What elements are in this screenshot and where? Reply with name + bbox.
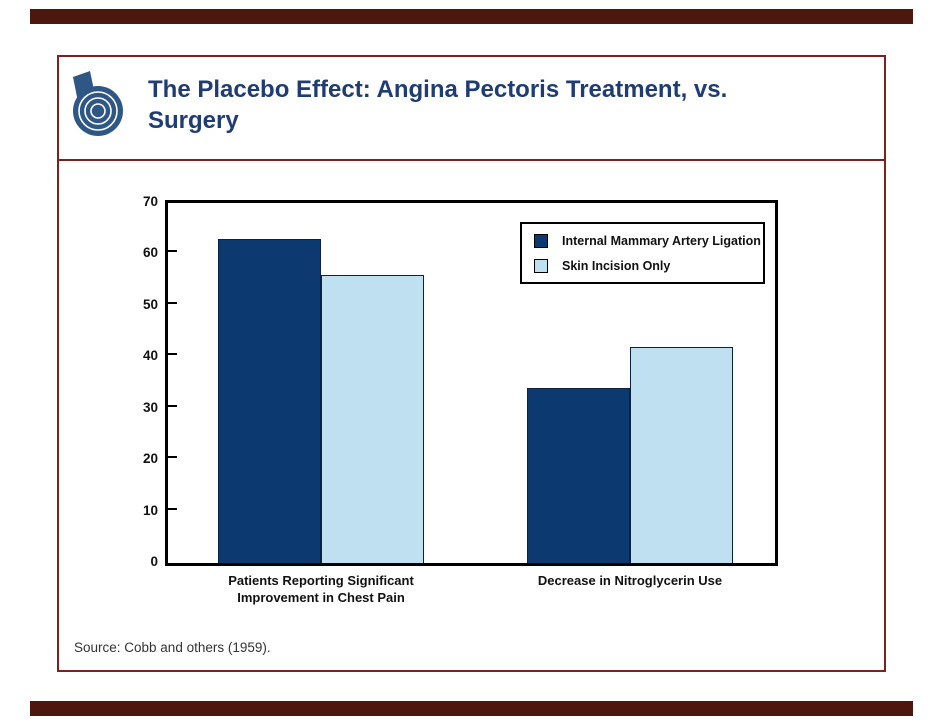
slide-title-line1: The Placebo Effect: Angina Pectoris Trea… (148, 76, 728, 103)
legend-swatch-icon (534, 258, 548, 273)
y-tick-label-40: 40 (142, 348, 158, 364)
legend-label: Skin Incision Only (562, 258, 671, 273)
chart-legend: Internal Mammary Artery Ligation Skin Inc… (520, 222, 765, 284)
slide-title: The Placebo Effect: Angina Pectoris Trea… (148, 74, 878, 136)
title-divider-line (59, 159, 884, 161)
y-tick-label-0: 0 (150, 554, 158, 569)
plot-area (165, 200, 778, 566)
bar-internal-mammary-artery-ligation-group2 (527, 388, 630, 563)
legend-label: Internal Mammary Artery Ligation (562, 233, 761, 248)
x-category-label-2: Decrease in Nitroglycerin Use (537, 573, 723, 588)
y-tick-mark-40 (168, 353, 177, 356)
top-accent-bar (30, 9, 913, 24)
source-note: Source: Cobb and others (1959). (74, 640, 271, 655)
slide-title-line2: Surgery (148, 107, 239, 134)
y-tick-mark-60 (168, 250, 177, 253)
y-tick-label-30: 30 (142, 399, 158, 415)
y-tick-mark-20 (168, 456, 177, 459)
bottom-accent-bar (30, 701, 913, 716)
bar-skin-incision-only-group1 (321, 275, 424, 563)
bar-internal-mammary-artery-ligation-group1 (218, 239, 321, 563)
y-tick-mark-50 (168, 301, 177, 304)
y-tick-label-70: 70 (142, 194, 158, 209)
y-tick-label-20: 20 (142, 451, 158, 467)
x-category-label-1: Patients Reporting Significant Improvemen… (228, 573, 414, 605)
legend-item-1: Internal Mammary Artery Ligation (534, 233, 763, 248)
y-tick-mark-10 (168, 507, 177, 510)
y-tick-label-60: 60 (142, 245, 158, 261)
legend-swatch-icon (534, 233, 548, 248)
y-tick-mark-30 (168, 404, 177, 407)
y-tick-label-50: 50 (142, 296, 158, 312)
brookings-b-logo-icon (73, 71, 123, 136)
legend-item-2: Skin Incision Only (534, 258, 763, 273)
y-tick-label-10: 10 (142, 502, 158, 518)
bar-skin-incision-only-group2 (630, 347, 733, 563)
